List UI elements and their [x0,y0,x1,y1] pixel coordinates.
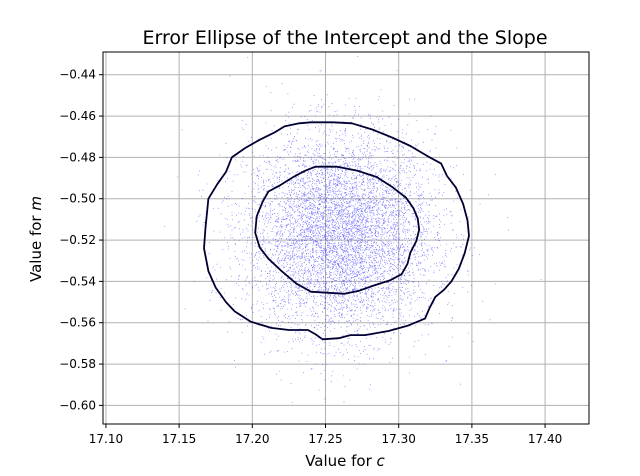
x-tick-label: 17.10 [89,432,123,446]
y-tick-label: −0.46 [59,109,96,123]
y-tick-label: −0.56 [59,316,96,330]
y-tick-label: −0.48 [59,150,96,164]
y-axis-ticks: −0.44 −0.46 −0.48 −0.50 −0.52 −0.54 −0.56 −0.58… [59,68,103,412]
contour-outer [203,121,470,341]
x-axis-label-variable: c [377,452,386,470]
y-tick-label: −0.60 [59,398,96,412]
x-tick-label: 17.35 [455,432,489,446]
x-axis-ticks: 17.10 17.15 17.20 17.25 17.30 17.35 17.40 [89,424,562,446]
y-tick-label: −0.50 [59,192,96,206]
x-tick-label: 17.25 [308,432,342,446]
y-axis-label: Value for m [27,196,45,282]
x-tick-label: 17.20 [235,432,269,446]
y-axis-label-prefix: Value for [27,211,45,282]
x-tick-label: 17.30 [382,432,416,446]
chart-title: Error Ellipse of the Intercept and the S… [142,27,547,49]
y-tick-label: −0.52 [59,233,96,247]
y-tick-label: −0.44 [59,68,96,82]
x-tick-label: 17.15 [162,432,196,446]
x-axis-label: Value for c [305,452,385,470]
contour-inner [254,165,421,295]
plot-frame [102,51,590,425]
y-axis-label-variable: m [27,196,45,211]
x-axis-label-prefix: Value for [305,452,376,470]
y-tick-label: −0.54 [59,274,96,288]
x-tick-label: 17.40 [528,432,562,446]
confidence-contours [203,121,470,341]
y-tick-label: −0.58 [59,357,96,371]
